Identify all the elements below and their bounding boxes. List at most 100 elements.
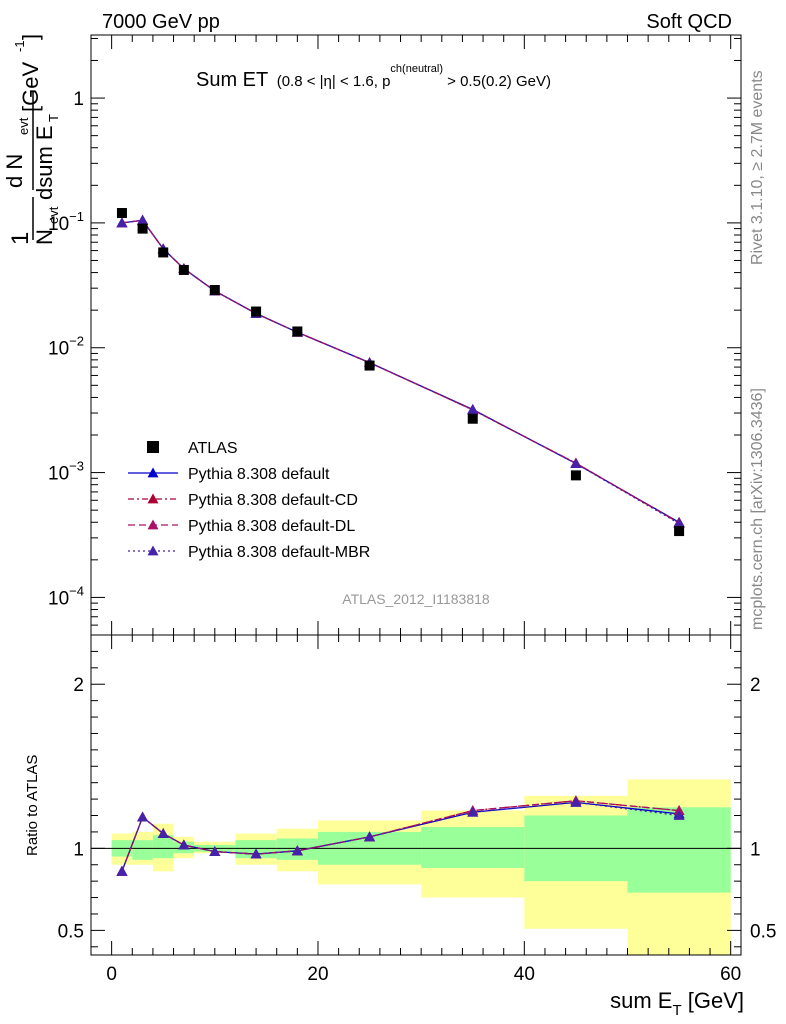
ratio-marker-default_mbr (137, 811, 149, 822)
plot-title-cut-post: > 0.5(0.2) GeV) (443, 73, 551, 90)
legend-marker-default_dl (147, 519, 159, 530)
ratio-marker-default_mbr (364, 831, 376, 842)
main-marker-default_mbr (467, 404, 479, 414)
plot-title-cut-pre: (0.8 < | (277, 73, 324, 90)
x-axis-label-main: sum E (610, 988, 672, 1013)
ratio-y-tick-label: 1 (73, 839, 84, 860)
main-y-tick-label: 1 (73, 89, 84, 110)
ratio-series-group (116, 795, 685, 876)
atlas-data-point (158, 247, 169, 258)
x-axis-label-unit: [GeV] (682, 988, 744, 1013)
ylabel-dsum: dsum E (32, 125, 57, 200)
legend-label: Pythia 8.308 default-CD (188, 492, 358, 509)
ratio-frame (90, 634, 742, 956)
ratio-marker-default_mbr (178, 839, 190, 850)
main-y-tick-base: 10 (48, 214, 69, 235)
main-axis-ticks: 110−110−210−310−4 (48, 35, 741, 636)
legend-label: Pythia 8.308 default-MBR (188, 544, 370, 561)
main-line-default_mbr (121, 219, 680, 525)
main-y-axis-label: 1 N evt d N evt dsum E T [GeV -1 ] (2, 34, 61, 245)
legend-label: Pythia 8.308 default (188, 466, 330, 483)
atlas-data-point (292, 326, 303, 337)
legend-label: Pythia 8.308 default-DL (188, 518, 355, 535)
main-y-tick-label: 10−1 (48, 209, 84, 235)
ratio-y-tick-label: 0.5 (58, 921, 84, 942)
main-y-tick-exp: −1 (69, 209, 84, 224)
legend-marker-default_mbr (147, 545, 159, 556)
ratio-marker-default_mbr (570, 796, 582, 807)
plot-title-cut-mid: | < 1.6, p (332, 73, 391, 90)
x-tick-label: 20 (307, 964, 328, 985)
x-tick-label: 0 (106, 964, 117, 985)
legend-marker-default (147, 467, 159, 478)
side-text-top: Rivet 3.1.10, ≥ 2.7M events (749, 70, 766, 265)
band-inner-1 (132, 840, 153, 860)
ylabel-dsum-sub: T (46, 114, 61, 122)
ylabel-dn-sub: evt (16, 117, 31, 135)
ylabel-unit: [GeV (18, 62, 43, 112)
ratio-marker-default_mbr (250, 848, 262, 859)
atlas-data-point (209, 285, 220, 296)
legend-label: ATLAS (188, 440, 238, 457)
band-inner-2 (152, 835, 174, 859)
main-y-tick-label: 10−3 (48, 459, 84, 485)
main-y-tick-label: 10−4 (48, 583, 84, 609)
main-y-tick-exp: −4 (69, 583, 84, 598)
ylabel-n: N (32, 229, 57, 245)
legend-marker-atlas (147, 441, 159, 453)
ylabel-dn: d N (2, 154, 27, 188)
band-inner-8 (421, 827, 525, 869)
ylabel-unit-sup: -1 (12, 40, 27, 52)
x-axis-label: sum ET [GeV] (610, 988, 744, 1019)
x-axis-label-sub: T (672, 1002, 681, 1019)
ratio-marker-default_mbr (157, 828, 169, 838)
ylabel-n-sub: evt (46, 206, 61, 224)
main-y-tick-exp: −2 (69, 334, 84, 349)
ratio-y-tick-label-right: 1 (750, 839, 761, 860)
main-marker-default_mbr (673, 518, 685, 529)
main-y-tick-base: 10 (48, 339, 69, 360)
main-marker-default_mbr (570, 458, 582, 469)
ratio-axis-ticks: 0.5 0.51 12 20 20 40 60 (58, 635, 776, 985)
atlas-data-point (116, 208, 127, 219)
atlas-data-points (116, 208, 685, 537)
plot-title-sup: ch(neutral) (390, 63, 443, 75)
main-y-tick-base: 10 (48, 464, 69, 485)
atlas-data-point (178, 264, 189, 275)
main-y-tick-label: 10−2 (48, 334, 84, 360)
ratio-y-tick-label: 2 (73, 675, 84, 696)
main-marker-default_mbr (137, 214, 149, 225)
main-y-tick-exp: −3 (69, 459, 84, 474)
legend: ATLAS Pythia 8.308 default Pythia 8.308 de… (128, 440, 370, 561)
legend-marker-default_cd (147, 493, 159, 504)
atlas-data-point (137, 223, 148, 234)
ylabel-unit-close: ] (18, 34, 43, 40)
ratio-bands (111, 779, 731, 955)
main-y-tick-base: 1 (73, 89, 84, 110)
analysis-id: ATLAS_2012_I1183818 (342, 591, 490, 607)
ratio-y-tick-label-right: 2 (750, 675, 761, 696)
plot-title: Sum ET (0.8 < |η| < 1.6, pch(neutral) > … (196, 63, 551, 91)
atlas-data-point (570, 470, 581, 481)
header-right: Soft QCD (646, 11, 732, 33)
atlas-data-point (364, 360, 375, 371)
ratio-y-tick-label-right: 0.5 (750, 921, 776, 942)
plot-title-main: Sum ET (196, 69, 268, 91)
ratio-y-axis-label: Ratio to ATLAS (24, 755, 41, 856)
plot-title-eta: η (324, 73, 332, 90)
ylabel-one: 1 (7, 232, 34, 245)
header-left: 7000 GeV pp (102, 11, 220, 33)
atlas-data-point (251, 306, 262, 317)
side-text-bottom: mcplots.cern.ch [arXiv:1306.3436] (749, 388, 766, 630)
main-y-tick-base: 10 (48, 588, 69, 609)
atlas-data-point (467, 413, 478, 424)
band-inner-10 (627, 807, 731, 893)
atlas-data-point (674, 526, 685, 537)
ratio-marker-default_mbr (116, 865, 128, 876)
ratio-marker-default_mbr (291, 845, 303, 856)
ratio-marker-default_mbr (209, 846, 221, 857)
ratio-marker-default_mbr (673, 810, 685, 820)
x-tick-label: 60 (720, 964, 741, 985)
main-marker-default_mbr (116, 217, 128, 228)
